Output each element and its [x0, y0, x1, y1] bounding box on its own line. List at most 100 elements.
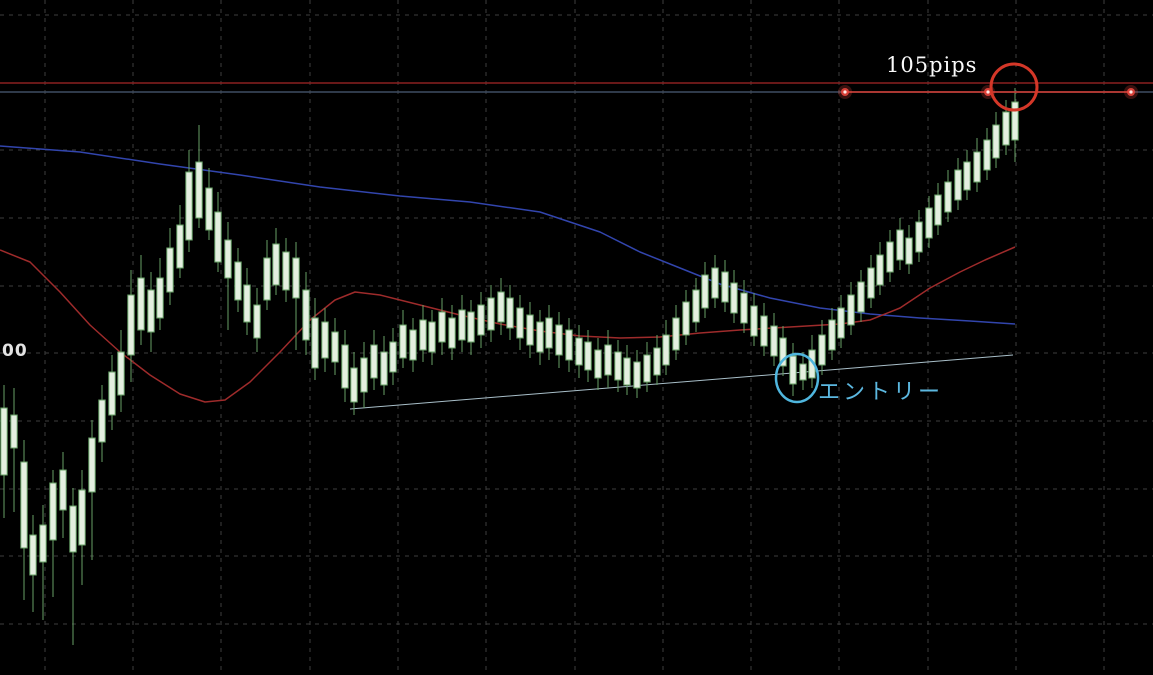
candle-body	[837, 307, 845, 339]
candle-body	[0, 407, 8, 476]
candle-body	[847, 294, 855, 326]
candle-body	[545, 317, 553, 349]
candle-body	[857, 281, 865, 313]
candle-body	[205, 187, 213, 231]
candle-body	[428, 321, 436, 353]
candle-body	[925, 207, 933, 239]
candle-body	[370, 344, 378, 379]
candle-body	[487, 297, 495, 331]
candle-body	[555, 324, 563, 356]
candle-body	[399, 324, 407, 359]
pips-annotation-label: 105pips	[886, 53, 978, 77]
candle-body	[380, 351, 388, 386]
ascending-trendline[interactable]	[349, 354, 1014, 410]
candle-body	[78, 489, 86, 546]
candle-body	[98, 399, 106, 443]
candle-body	[282, 251, 290, 291]
candle-body	[341, 344, 349, 389]
candle-body	[302, 289, 310, 341]
candle-body	[10, 414, 18, 449]
candle-body	[176, 224, 184, 269]
candle-body	[497, 291, 505, 323]
candle-body	[682, 301, 690, 336]
candle-body	[331, 331, 339, 363]
candle-body	[770, 325, 778, 357]
candle-body	[711, 267, 719, 299]
candle-body	[20, 461, 28, 549]
candle-body	[750, 305, 758, 337]
candle-body	[117, 351, 125, 396]
candle-body	[526, 314, 534, 346]
candle-body	[448, 317, 456, 349]
candle-body	[915, 221, 923, 253]
blue-moving-average-line	[0, 145, 1016, 325]
candle-body	[292, 257, 300, 299]
candle-body	[516, 307, 524, 339]
candle-body	[311, 317, 319, 369]
candle-body	[614, 351, 622, 381]
candle-body	[195, 161, 203, 219]
entry-annotation-label: エントリー	[818, 380, 944, 405]
candle-body	[59, 469, 67, 511]
candle-body	[185, 171, 193, 241]
candle-body	[876, 254, 884, 286]
candle-body	[458, 309, 466, 341]
candle-body	[662, 334, 670, 366]
candle-body	[166, 247, 174, 293]
candle-body	[147, 289, 155, 333]
candle-body	[963, 161, 971, 191]
candle-body	[419, 319, 427, 351]
candle-body	[506, 297, 514, 329]
candle-body	[360, 357, 368, 393]
candle-body	[137, 277, 145, 331]
candle-body	[350, 367, 358, 403]
line-handle-core	[986, 90, 990, 94]
entry-highlight-circle[interactable]	[774, 352, 820, 404]
candle-body	[973, 151, 981, 183]
candle-body	[1002, 111, 1010, 146]
candle-body	[321, 321, 329, 359]
candle-body	[1011, 101, 1019, 141]
candle-body	[39, 524, 47, 563]
candle-body	[69, 505, 77, 553]
candle-body	[789, 355, 797, 385]
candle-body	[740, 292, 748, 324]
candle-body	[594, 349, 602, 379]
price-axis-label: 00	[2, 341, 28, 361]
candle-body	[234, 261, 242, 301]
candle-body	[730, 282, 738, 314]
candle-body	[604, 344, 612, 376]
candle-body	[992, 124, 1000, 159]
candle-body	[477, 304, 485, 336]
candle-body	[954, 169, 962, 201]
candle-body	[49, 482, 57, 541]
candle-body	[886, 241, 894, 273]
candle-body	[799, 363, 807, 381]
candle-body	[934, 194, 942, 226]
candle-body	[536, 321, 544, 353]
candle-body	[721, 271, 729, 303]
candle-body	[867, 267, 875, 299]
candle-body	[653, 347, 661, 376]
candle-body	[905, 237, 913, 265]
candle-body	[467, 311, 475, 343]
red-moving-average-line	[0, 246, 1016, 403]
candle-body	[623, 357, 631, 386]
candle-body	[672, 317, 680, 351]
candle-body	[643, 354, 651, 383]
candle-body	[88, 437, 96, 493]
candle-body	[272, 243, 280, 286]
candle-body	[944, 181, 952, 213]
candle-body	[243, 284, 251, 323]
candle-body	[584, 341, 592, 371]
candle-body	[389, 341, 397, 373]
exit-highlight-circle[interactable]	[989, 62, 1039, 112]
candle-body	[253, 304, 261, 339]
candle-body	[438, 311, 446, 343]
candle-body	[224, 239, 232, 279]
line-handle-core	[843, 90, 847, 94]
candle-body	[214, 211, 222, 263]
candle-body	[760, 315, 768, 347]
